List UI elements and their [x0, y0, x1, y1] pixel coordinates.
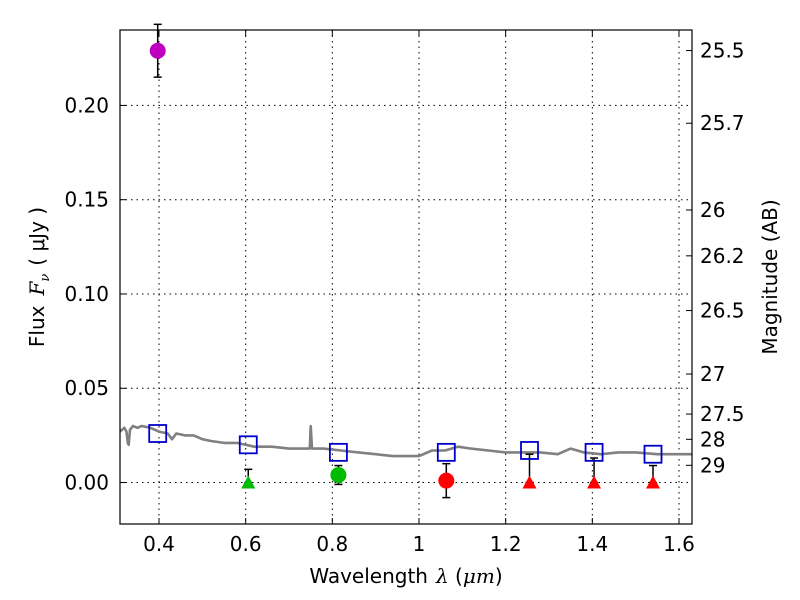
y2-tick-label: 27.5 — [700, 402, 745, 426]
data-markers — [148, 42, 663, 489]
model-square-marker — [436, 442, 456, 462]
model-square-marker — [584, 442, 604, 462]
upper-limit-triangle-marker — [646, 475, 660, 489]
x-axis-label-symbol: λ — [435, 564, 449, 588]
axis-ticks: 0.4 0.6 0.8 1 1.2 1.4 1.6 0.00 0.05 0.10 0.15 0.20 2… — [64, 30, 745, 556]
grid-lines — [120, 30, 692, 524]
y-axis-label-symbol: F — [25, 281, 49, 297]
y-tick-label: 0.05 — [64, 376, 109, 400]
y-tick-label: 0.10 — [64, 282, 109, 306]
y-axis-label-subscript: ν — [38, 274, 53, 282]
detection-circle-marker — [149, 42, 166, 59]
upper-limit-triangle-marker — [587, 475, 602, 489]
sed-line — [119, 424, 692, 458]
y2-tick-label: 29 — [700, 453, 725, 477]
y2-tick-label: 25.5 — [700, 39, 745, 63]
upper-limit-triangle-marker — [522, 475, 537, 489]
y-tick-label: 0.15 — [64, 188, 109, 212]
x-axis-label-unit: μm — [463, 564, 495, 588]
detection-circle-marker — [438, 472, 455, 489]
x-tick-label: 1 — [413, 532, 426, 556]
y2-axis-label: Magnitude (AB) — [758, 199, 782, 354]
x-tick-label: 1.6 — [663, 532, 695, 556]
y-axis-label: Flux Fν ( μJy ) — [25, 207, 53, 347]
model-square-marker — [238, 435, 258, 455]
x-axis-label-unit-open: ( — [449, 564, 463, 588]
detection-circle-marker — [330, 466, 347, 483]
y2-tick-label: 26.2 — [700, 244, 745, 268]
sed-model-curve — [119, 424, 692, 458]
model-square-marker — [643, 444, 663, 464]
y2-tick-label: 26 — [700, 198, 725, 222]
upper-limit-triangle-marker — [241, 475, 256, 489]
y2-tick-label: 25.7 — [700, 111, 745, 135]
x-tick-label: 1.2 — [490, 532, 522, 556]
model-square-marker — [520, 441, 539, 460]
y-tick-label: 0.20 — [64, 93, 109, 117]
model-square-marker — [328, 442, 348, 462]
x-tick-label: 1.4 — [576, 532, 608, 556]
x-tick-label: 0.6 — [230, 532, 262, 556]
x-axis-label-unit-close: ) — [495, 564, 503, 588]
plot-frame — [119, 29, 693, 525]
x-axis-label-text: Wavelength — [309, 564, 428, 588]
y-axis-label-unit: ( μJy ) — [25, 207, 49, 266]
y2-tick-label: 27 — [700, 362, 725, 386]
model-square-marker — [148, 424, 168, 443]
y2-tick-label: 28 — [700, 427, 725, 451]
y-axis-label-text: Flux — [25, 305, 49, 347]
x-axis-label: Wavelength λ (μm) — [309, 564, 502, 588]
y-tick-label: 0.00 — [64, 471, 109, 495]
x-tick-label: 0.8 — [316, 532, 348, 556]
x-tick-label: 0.4 — [143, 532, 175, 556]
y2-tick-label: 26.5 — [700, 299, 745, 323]
